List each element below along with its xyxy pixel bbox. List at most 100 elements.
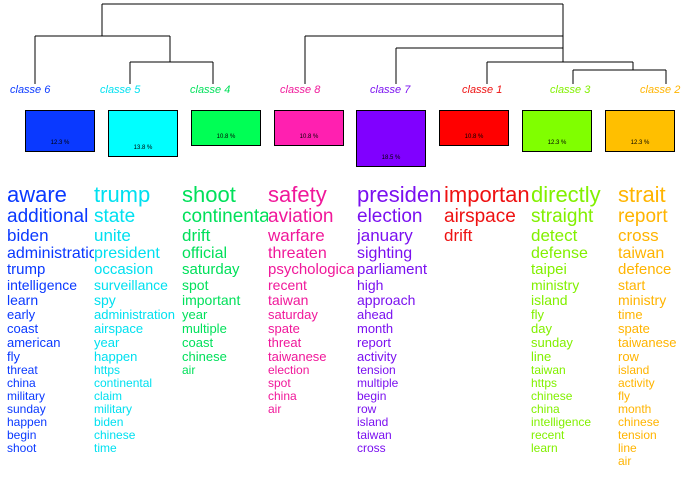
class-word: safety xyxy=(268,183,327,207)
class-word: shoot xyxy=(182,183,236,207)
class-word: early xyxy=(7,308,36,322)
class-word: strait xyxy=(618,183,666,207)
class-word: election xyxy=(357,207,423,227)
class-word: multiple xyxy=(357,377,399,390)
class-word: island xyxy=(618,364,650,377)
class-word: ministry xyxy=(618,293,667,308)
class-word: continental xyxy=(94,377,153,390)
class-word: china xyxy=(531,403,560,416)
class-word: taiwan xyxy=(357,429,392,442)
class-label-7: classe 7 xyxy=(370,84,411,96)
class-word: begin xyxy=(7,429,37,442)
dendrogram-branch-5-4 xyxy=(129,61,214,84)
class-box-1: 10.8 % xyxy=(439,110,509,146)
class-word: chinese xyxy=(618,416,660,429)
class-word: spate xyxy=(618,322,650,336)
class-box-5: 13.8 % xyxy=(108,110,178,157)
class-label-8: classe 8 xyxy=(280,84,321,96)
class-word: saturday xyxy=(268,308,318,322)
class-word: threaten xyxy=(268,245,327,262)
class-word: straight xyxy=(531,207,594,227)
class-word: claim xyxy=(94,390,123,403)
class-word: time xyxy=(94,442,117,455)
class-word: administration xyxy=(7,245,94,262)
class-word: day xyxy=(531,322,552,336)
class-word: time xyxy=(618,308,643,322)
class-word: fly xyxy=(531,308,544,322)
class-word: high xyxy=(357,278,384,293)
class-pct-4: 10.8 % xyxy=(216,134,236,140)
dendrogram-branch-1-32 xyxy=(486,61,634,84)
class-word: report xyxy=(618,207,668,227)
class-word: taiwanese xyxy=(618,336,677,350)
class-box-4: 10.8 % xyxy=(191,110,261,146)
class-word: learn xyxy=(7,293,39,308)
class-word: president xyxy=(357,183,440,207)
class-word: aviation xyxy=(268,207,334,227)
class-word: air xyxy=(182,364,196,377)
dendrogram-branch-root xyxy=(101,3,564,36)
class-word: trump xyxy=(7,262,46,278)
class-word: spy xyxy=(94,293,116,308)
class-word: state xyxy=(94,207,136,227)
class-word: airspace xyxy=(94,322,144,336)
word-column-5: trump state unite president occasion surveill… xyxy=(94,183,179,500)
class-word: taiwanese xyxy=(268,350,327,364)
class-label-4: classe 4 xyxy=(190,84,231,96)
class-word: airspace xyxy=(444,207,516,227)
class-word: directly xyxy=(531,183,601,207)
class-word: https xyxy=(531,377,558,390)
word-column-4: shoot continental drift official saturday spo… xyxy=(182,183,268,500)
class-word: sighting xyxy=(357,245,413,262)
class-word: row xyxy=(357,403,377,416)
class-pct-3: 12.3 % xyxy=(547,140,567,146)
class-word: chinese xyxy=(94,429,136,442)
dendrogram xyxy=(34,3,667,84)
class-word: air xyxy=(618,455,632,468)
class-word: warfare xyxy=(268,227,325,245)
class-word: taipei xyxy=(531,262,567,278)
class-word: important xyxy=(444,183,530,207)
class-word: recent xyxy=(268,278,307,293)
class-word: psychological xyxy=(268,262,354,278)
class-word: intelligence xyxy=(531,416,592,429)
class-word: year xyxy=(182,308,208,322)
class-box-3: 12.3 % xyxy=(522,110,592,152)
class-word: detect xyxy=(531,227,578,245)
class-word: island xyxy=(357,416,389,429)
class-word: threat xyxy=(7,364,38,377)
class-word: important xyxy=(182,293,241,308)
class-word: month xyxy=(357,322,394,336)
class-word: cross xyxy=(618,227,659,245)
class-word: defense xyxy=(531,245,588,262)
class-word: biden xyxy=(7,227,49,245)
class-word: cross xyxy=(357,442,386,455)
word-column-2: strait report cross taiwan defence start minis… xyxy=(618,183,700,500)
class-word: taiwan xyxy=(268,293,309,308)
class-word: happen xyxy=(94,350,138,364)
class-word: biden xyxy=(94,416,124,429)
class-word: https xyxy=(94,364,121,377)
class-word: row xyxy=(618,350,639,364)
class-word: recent xyxy=(531,429,565,442)
class-word: line xyxy=(531,350,552,364)
class-word: sunday xyxy=(531,336,573,350)
class-word: coast xyxy=(7,322,39,336)
class-pct-1: 10.8 % xyxy=(464,134,484,140)
class-word: activity xyxy=(357,350,397,364)
class-word: start xyxy=(618,278,646,293)
class-box-2: 12.3 % xyxy=(605,110,675,152)
class-word: ahead xyxy=(357,308,394,322)
class-word: threat xyxy=(268,336,302,350)
class-word: tension xyxy=(357,364,396,377)
class-pct-2: 12.3 % xyxy=(630,140,650,146)
class-word: activity xyxy=(618,377,655,390)
class-word: tension xyxy=(618,429,657,442)
dendrogram-branch-8-rest xyxy=(304,35,564,84)
class-word: intelligence xyxy=(7,278,78,293)
class-word: continental xyxy=(182,207,268,227)
class-word: china xyxy=(7,377,36,390)
class-word: taiwan xyxy=(531,364,566,377)
class-word: president xyxy=(94,245,160,262)
dendrogram-branch-6-54 xyxy=(34,35,171,84)
